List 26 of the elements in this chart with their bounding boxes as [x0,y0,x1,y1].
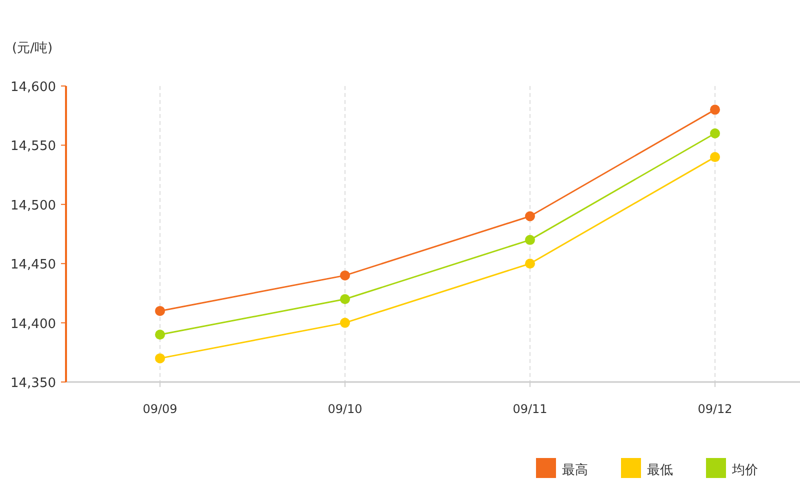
legend-label: 最低 [647,463,673,478]
point [710,104,720,115]
point [340,270,350,280]
point [710,152,720,162]
point [340,294,350,304]
y-tick-label: 14,600 [10,80,56,95]
legend-label: 最高 [562,462,588,478]
y-tick-label: 14,500 [10,198,56,214]
x-tick-label: 09/10 [328,402,362,416]
x-tick-label: 09/11 [512,402,548,416]
point [525,258,535,269]
point [340,318,350,328]
point [710,128,720,138]
x-tick-label: 09/09 [142,402,178,416]
point [155,353,165,364]
point [525,211,535,222]
point [525,234,535,245]
y-axis-title: (元/吨) [12,41,53,56]
y-tick-label: 14,400 [10,316,56,332]
y-tick-label: 14,550 [10,139,56,154]
x-tick-label: 09/12 [698,402,732,416]
point [155,330,165,340]
point [155,306,165,316]
y-tick-label: 14,350 [10,376,56,391]
y-tick-label: 14,450 [10,258,56,273]
legend-label: 均价 [731,463,758,478]
